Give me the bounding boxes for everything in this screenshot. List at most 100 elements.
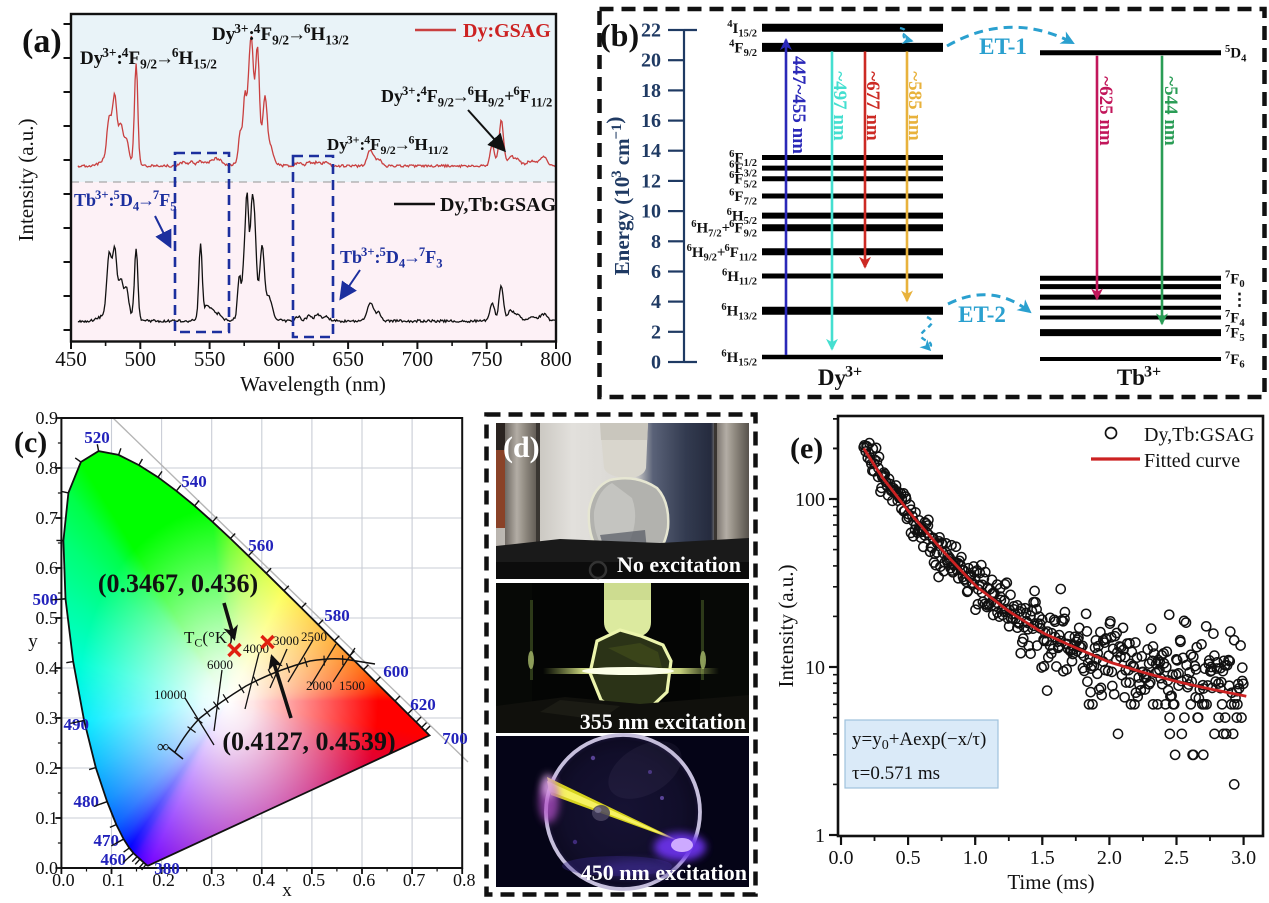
svg-text:3000: 3000 [273,633,299,648]
svg-text:0.4: 0.4 [253,870,276,890]
svg-text:Dy3+:4F9/2→6H9/2+6F11/2: Dy3+:4F9/2→6H9/2+6F11/2 [381,84,552,109]
svg-text:0.5: 0.5 [36,608,59,628]
svg-text:560: 560 [248,536,274,555]
svg-text:6H11/2: 6H11/2 [722,267,757,287]
svg-text:7F6: 7F6 [1225,350,1245,370]
svg-text:y=y0+Aexp(−x/τ): y=y0+Aexp(−x/τ) [852,729,986,753]
svg-text:(0.4127, 0.4539): (0.4127, 0.4539) [222,727,395,756]
svg-text:1.5: 1.5 [1030,847,1055,869]
svg-text:7F0: 7F0 [1225,270,1245,290]
svg-text:Tb3+: Tb3+ [1117,363,1161,390]
svg-text:0.0: 0.0 [52,870,75,890]
svg-text:6H5/2: 6H5/2 [727,207,757,227]
svg-text:6H9/2+6F11/2: 6H9/2+6F11/2 [687,243,757,263]
svg-text:Energy (103 cm−1): Energy (103 cm−1) [602,117,634,276]
svg-text:2.5: 2.5 [1164,847,1189,869]
svg-text:(0.3467, 0.436): (0.3467, 0.436) [98,569,258,598]
svg-text:0.4: 0.4 [36,658,59,678]
svg-text:0.9: 0.9 [36,408,59,428]
svg-text:5D4: 5D4 [1225,44,1247,64]
svg-text:7F5: 7F5 [1225,324,1245,344]
svg-text:τ=0.571 ms: τ=0.571 ms [852,763,940,784]
svg-text:550: 550 [194,347,226,371]
svg-text:12: 12 [641,170,661,192]
svg-text:Dy3+:4F9/2→6H15/2: Dy3+:4F9/2→6H15/2 [80,45,217,72]
svg-text:600: 600 [383,662,409,681]
svg-text:Fitted curve: Fitted curve [1144,450,1240,472]
svg-text:20: 20 [641,50,661,72]
svg-text:1: 1 [815,825,825,847]
svg-text:(e): (e) [790,432,823,465]
svg-text:4: 4 [651,291,661,313]
svg-text:355 nm excitation: 355 nm excitation [580,709,746,734]
svg-text:Tb3+:5D4→7F3: Tb3+:5D4→7F3 [340,245,443,270]
svg-text:Dy3+:4F9/2→6H11/2: Dy3+:4F9/2→6H11/2 [327,133,448,158]
svg-text:0.6: 0.6 [36,558,59,578]
svg-text:600: 600 [263,347,295,371]
svg-text:380: 380 [154,859,180,878]
svg-text:490: 490 [64,715,90,734]
svg-text:100: 100 [795,489,825,511]
svg-text:Time (ms): Time (ms) [1007,870,1094,894]
svg-text:~544 nm: ~544 nm [1160,76,1181,146]
svg-text:6F3/2: 6F3/2 [729,159,757,179]
svg-text:0.1: 0.1 [36,808,59,828]
svg-text:16: 16 [641,110,661,132]
svg-text:(c): (c) [14,426,47,459]
svg-text:8: 8 [651,231,661,253]
svg-text:0.2: 0.2 [36,758,59,778]
svg-text:6000: 6000 [207,657,233,672]
svg-text:450 nm excitation: 450 nm excitation [581,860,747,885]
svg-text:0.0: 0.0 [36,858,59,878]
svg-text:ET-1: ET-1 [979,34,1027,59]
svg-text:3.0: 3.0 [1231,847,1256,869]
svg-text:6H13/2: 6H13/2 [721,302,757,322]
svg-text:4F9/2: 4F9/2 [729,39,757,59]
svg-text:4I15/2: 4I15/2 [727,19,757,39]
svg-text:0.6: 0.6 [353,870,376,890]
svg-text:Wavelength (nm): Wavelength (nm) [240,372,386,396]
svg-text:0.7: 0.7 [36,508,59,528]
svg-text:Dy,Tb:GSAG: Dy,Tb:GSAG [1144,424,1254,446]
svg-text:0.8: 0.8 [453,870,476,890]
svg-text:6F5/2: 6F5/2 [729,170,757,190]
svg-text:18: 18 [641,80,661,102]
svg-text:(a): (a) [22,23,62,60]
svg-text:470: 470 [94,831,120,850]
svg-text:~677 nm: ~677 nm [862,71,883,141]
svg-text:22: 22 [641,20,661,42]
svg-text:(b): (b) [600,17,639,53]
svg-text:ET-2: ET-2 [958,302,1006,327]
svg-text:447~455 nm: 447~455 nm [788,56,809,154]
svg-text:2: 2 [651,321,661,343]
svg-text:2500: 2500 [301,629,327,644]
svg-text:6F7/2: 6F7/2 [729,187,757,207]
svg-text:0.0: 0.0 [829,847,854,869]
svg-text:2000: 2000 [306,678,332,693]
svg-text:700: 700 [442,729,468,748]
svg-text:480: 480 [74,792,100,811]
svg-text:Dy:GSAG: Dy:GSAG [463,20,551,42]
svg-text:0.5: 0.5 [896,847,921,869]
svg-text:620: 620 [410,695,436,714]
svg-text:6F1/2: 6F1/2 [729,149,757,169]
svg-text:6: 6 [651,261,661,283]
svg-text:0: 0 [651,352,661,374]
svg-text:14: 14 [641,140,661,162]
svg-text:800: 800 [540,347,572,371]
svg-text:(d): (d) [503,431,540,464]
svg-text:10: 10 [641,201,661,223]
svg-text:Intensity (a.u.): Intensity (a.u.) [14,118,38,241]
svg-text:TC(°K): TC(°K) [184,628,233,650]
svg-text:0.7: 0.7 [403,870,426,890]
svg-text:460: 460 [101,850,127,869]
svg-text:Dy3+: Dy3+ [818,363,862,390]
svg-text:Dy,Tb:GSAG: Dy,Tb:GSAG [440,194,557,216]
svg-text:700: 700 [402,347,434,371]
svg-text:~497 nm: ~497 nm [829,71,850,141]
svg-text:0.2: 0.2 [152,870,175,890]
svg-text:0.1: 0.1 [102,870,125,890]
svg-text:~625 nm: ~625 nm [1095,76,1116,146]
svg-text:6H7/2+6F9/2: 6H7/2+6F9/2 [691,219,757,239]
svg-text:Dy3+:4F9/2→6H13/2: Dy3+:4F9/2→6H13/2 [212,21,349,48]
